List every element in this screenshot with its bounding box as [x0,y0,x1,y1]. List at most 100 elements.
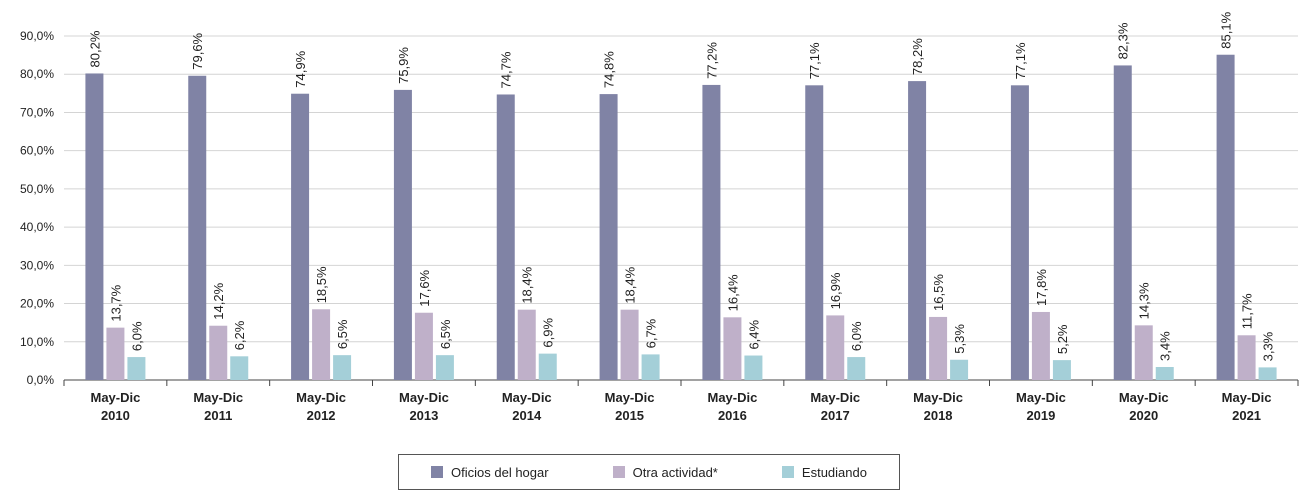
data-label: 78,2% [910,38,925,75]
y-tick-label: 60,0% [20,144,54,158]
data-label: 74,8% [602,51,617,88]
bar-estudiando [333,355,352,380]
x-category-label: 2015 [615,408,644,423]
data-label: 16,9% [828,272,843,309]
x-category-label: May-Dic [1016,390,1066,405]
x-category-label: 2016 [718,408,747,423]
y-tick-label: 0,0% [27,373,55,387]
legend-item-oficios: Oficios del hogar [431,465,549,480]
data-label: 77,1% [807,42,822,79]
x-category-label: May-Dic [707,390,757,405]
data-label: 6,5% [335,319,350,349]
x-category-label: May-Dic [605,390,655,405]
data-label: 14,2% [211,282,226,319]
bar-estudiando [538,353,557,380]
data-label: 77,2% [704,42,719,79]
bar-otra-actividad [723,317,742,380]
legend-swatch-otra-actividad [612,466,625,478]
bar-otra-actividad [209,325,228,380]
x-category-label: 2019 [1026,408,1055,423]
x-category-label: May-Dic [90,390,140,405]
y-tick-label: 80,0% [20,67,54,81]
x-category-label: May-Dic [1222,390,1272,405]
legend-swatch-oficios [431,466,444,478]
bar-estudiando [230,356,249,380]
data-label: 16,5% [931,274,946,311]
x-category-label: 2010 [101,408,130,423]
bar-estudiando [1052,360,1071,380]
x-category-label: 2011 [204,408,232,423]
bar-oficios [393,89,412,380]
bar-oficios [908,81,927,380]
y-tick-label: 10,0% [20,335,54,349]
bar-oficios [805,85,824,380]
bar-estudiando [435,355,454,380]
legend-item-otra-actividad: Otra actividad* [612,464,718,480]
x-category-label: 2014 [512,408,542,423]
data-label: 80,2% [87,30,102,67]
data-label: 5,3% [952,324,967,354]
data-label: 6,9% [541,318,556,348]
bar-estudiando [744,355,763,380]
x-category-label: May-Dic [810,390,860,405]
bar-otra-actividad [1134,325,1153,380]
data-label: 85,1% [1219,11,1234,48]
chart-legend: Oficios del hogar Otra actividad* Estudi… [398,454,900,490]
bar-chart: 0,0% 10,0% 20,0% 30,0% 40,0% 50,0% 60,0% 70,0% 8… [20,11,1299,423]
bar-otra-actividad [620,309,639,380]
x-category-label: May-Dic [1119,390,1169,405]
y-tick-label: 30,0% [20,258,54,272]
x-category-label: 2013 [409,408,438,423]
data-label: 17,8% [1034,269,1049,306]
y-tick-label: 40,0% [20,220,54,234]
bar-estudiando [1258,367,1277,380]
data-label: 79,6% [190,32,205,69]
data-label: 11,7% [1240,293,1255,329]
y-tick-label: 90,0% [20,29,54,43]
data-label: 6,0% [849,321,864,351]
data-label: 18,4% [623,266,638,303]
bar-oficios [496,94,515,380]
bar-oficios [1216,54,1235,381]
legend-label-estudiando: Estudiando [801,464,867,480]
bar-estudiando [847,357,866,380]
data-label: 14,3% [1137,282,1152,319]
x-category-label: May-Dic [502,390,552,405]
bar-oficios [1113,65,1132,380]
bar-otra-actividad [106,327,125,380]
bar-oficios [188,75,207,381]
data-label: 74,9% [293,50,308,87]
x-category-label: May-Dic [913,390,963,405]
data-label: 17,6% [417,269,432,306]
bar-otra-actividad [1237,335,1256,380]
x-category-label: 2021 [1232,408,1261,423]
x-category-label: 2017 [821,408,850,423]
x-category-label: May-Dic [193,390,243,405]
data-label: 3,4% [1158,331,1173,361]
data-label: 6,5% [438,319,453,349]
bar-estudiando [950,359,969,380]
x-category-label: 2012 [307,408,336,423]
legend-swatch-estudiando [781,466,794,478]
bar-otra-actividad [826,315,845,380]
bar-otra-actividad [414,312,433,380]
bar-oficios [1010,85,1029,380]
data-label: 18,4% [520,266,535,303]
data-label: 6,0% [129,321,144,351]
bar-oficios [85,73,104,381]
x-category-label: 2018 [924,408,953,423]
data-label: 16,4% [725,274,740,311]
data-label: 3,3% [1261,331,1276,361]
bar-estudiando [127,357,146,380]
bar-oficios [291,93,310,381]
bar-otra-actividad [517,309,536,380]
legend-label-otra-actividad: Otra actividad* [632,464,718,480]
bar-oficios [599,94,618,380]
data-label: 75,9% [396,47,411,84]
data-label: 13,7% [108,284,123,321]
data-label: 6,4% [746,319,761,349]
data-label: 18,5% [314,266,329,303]
y-tick-label: 70,0% [20,105,54,119]
data-label: 74,7% [499,51,514,88]
data-label: 6,2% [232,320,247,350]
